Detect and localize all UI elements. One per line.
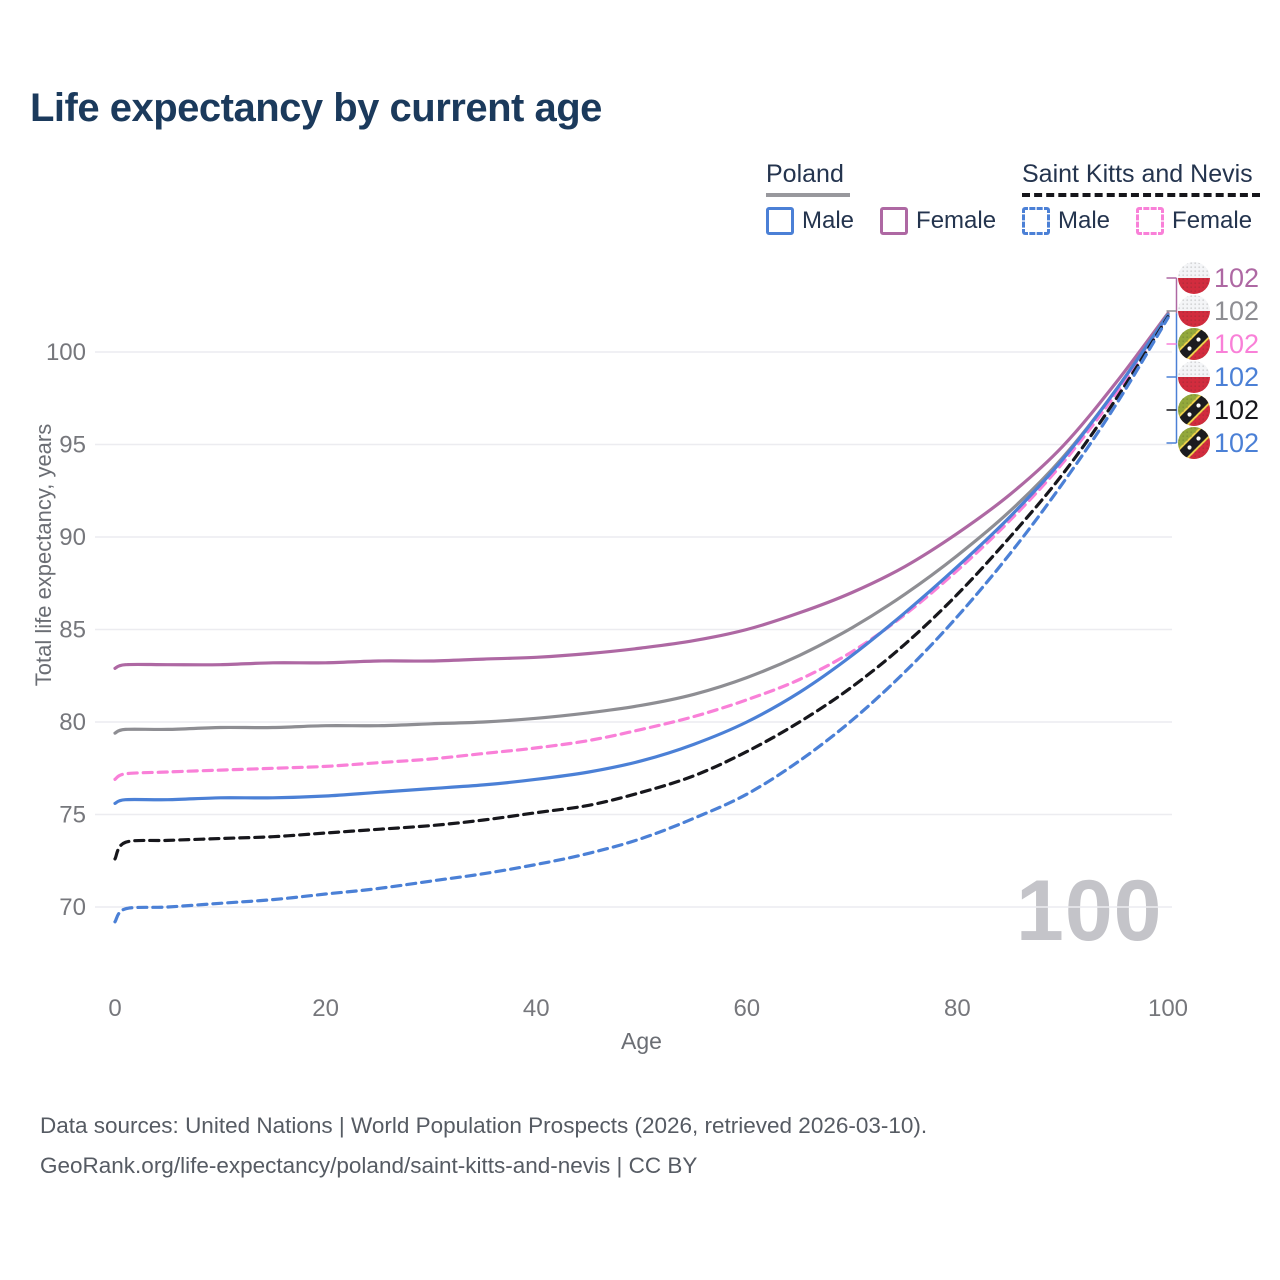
saint-kitts-female-swatch-icon[interactable] — [1136, 207, 1165, 235]
legend-item-saint-kitts-female[interactable]: Female — [1172, 207, 1253, 234]
x-tick-label-40: 40 — [523, 995, 550, 1022]
y-tick-label-70: 70 — [59, 894, 86, 921]
y-tick-label-85: 85 — [59, 617, 86, 644]
series-line-poland-both-sexes[interactable] — [113, 312, 1170, 735]
series-line-saint-kitts-and-nevis-both-sexes[interactable] — [113, 315, 1170, 861]
legend-group-saint-kitts-and-nevis: Saint Kitts and Nevis Male Female — [1022, 160, 1270, 235]
y-tick-label-100: 100 — [46, 339, 86, 366]
poland-solid-line-swatch — [766, 193, 850, 197]
x-tick-label-100: 100 — [1148, 995, 1188, 1022]
age-watermark: 100 — [1016, 863, 1163, 959]
legend-item-saint-kitts-male[interactable]: Male — [1058, 207, 1111, 234]
x-tick-label-0: 0 — [108, 995, 121, 1022]
end-value-label-poland-female: 102 — [1214, 263, 1259, 293]
series-line-poland-male[interactable] — [113, 313, 1170, 805]
y-tick-label-80: 80 — [59, 709, 86, 736]
poland-flag-icon — [1178, 361, 1210, 393]
series-line-saint-kitts-and-nevis-female[interactable] — [113, 314, 1170, 781]
y-tick-label-95: 95 — [59, 432, 86, 459]
poland-male-swatch-icon[interactable] — [766, 207, 794, 235]
footer-sources-line: Data sources: United Nations | World Pop… — [40, 1113, 928, 1138]
data-source-footer: Data sources: United Nations | World Pop… — [40, 1106, 927, 1186]
legend-group-poland: Poland Male Female — [766, 160, 1014, 235]
y-tick-label-75: 75 — [59, 802, 86, 829]
page-title: Life expectancy by current age — [30, 86, 602, 130]
legend-country-poland[interactable]: Poland — [766, 160, 844, 188]
saint-kitts-male-swatch-icon[interactable] — [1022, 207, 1050, 235]
footer-attribution-line: GeoRank.org/life-expectancy/poland/saint… — [40, 1153, 698, 1178]
end-value-label-saint-kitts-and-nevis-male: 102 — [1214, 428, 1259, 458]
poland-flag-icon — [1178, 262, 1210, 294]
saint-kitts-dashed-line-swatch — [1022, 193, 1260, 197]
saint-kitts-and-nevis-flag-icon — [1175, 424, 1213, 462]
x-tick-label-60: 60 — [733, 995, 760, 1022]
poland-female-swatch-icon[interactable] — [880, 207, 909, 235]
y-tick-label-90: 90 — [59, 524, 86, 551]
end-value-label-poland-both-sexes: 102 — [1214, 296, 1259, 326]
poland-flag-icon — [1178, 295, 1210, 327]
saint-kitts-and-nevis-flag-icon — [1175, 391, 1213, 429]
x-tick-label-80: 80 — [944, 995, 971, 1022]
series-line-saint-kitts-and-nevis-male[interactable] — [113, 316, 1170, 924]
x-axis-title: Age — [621, 1028, 662, 1054]
legend-item-poland-male[interactable]: Male — [802, 207, 855, 234]
end-value-label-saint-kitts-and-nevis-both-sexes: 102 — [1214, 395, 1259, 425]
end-value-label-poland-male: 102 — [1214, 362, 1259, 392]
end-value-label-saint-kitts-and-nevis-female: 102 — [1214, 329, 1259, 359]
x-tick-label-20: 20 — [312, 995, 339, 1022]
legend-country-saint-kitts-and-nevis[interactable]: Saint Kitts and Nevis — [1022, 160, 1253, 188]
saint-kitts-and-nevis-flag-icon — [1175, 325, 1213, 363]
series-line-poland-female[interactable] — [113, 311, 1170, 670]
legend-item-poland-female[interactable]: Female — [916, 207, 997, 234]
